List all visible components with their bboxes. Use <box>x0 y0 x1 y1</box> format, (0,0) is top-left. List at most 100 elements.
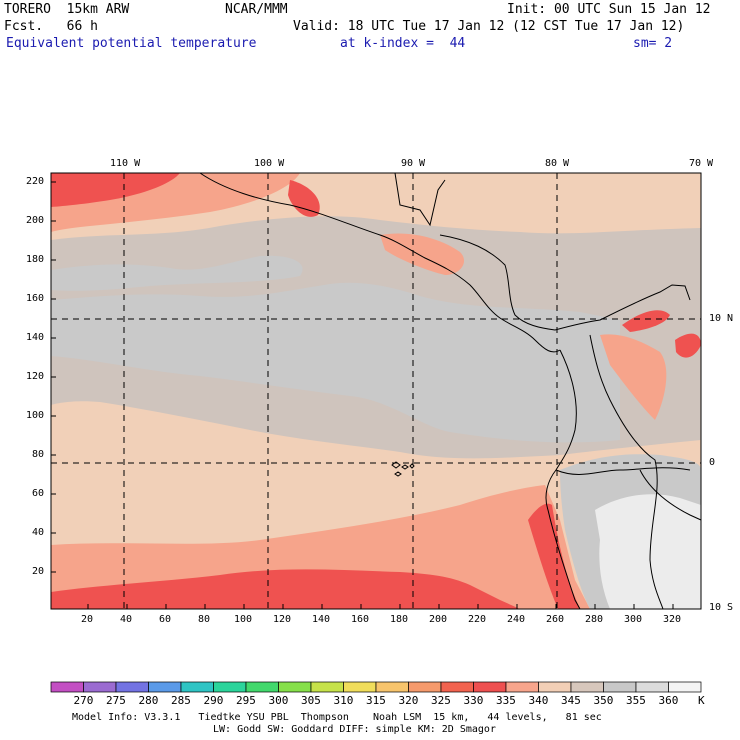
border-brazil <box>639 469 702 521</box>
y-tick-label: 80 <box>32 449 45 460</box>
map-frame <box>50 172 702 610</box>
colorbar-swatch <box>408 681 442 693</box>
colorbar-tick-label: 320 <box>398 694 419 707</box>
lon-label-100w: 100 W <box>254 158 285 169</box>
x-tick-label: 300 <box>624 614 643 625</box>
contour-band-330-south <box>51 569 520 609</box>
model-title: TORERO 15km ARW <box>4 2 130 17</box>
colorbar-tick-label: 275 <box>106 694 126 707</box>
x-tick-label: 260 <box>546 614 565 625</box>
forecast-hour: Fcst. 66 h <box>4 19 98 34</box>
lat-label-0: 0 <box>709 457 716 468</box>
contour-band-330-colombia <box>622 310 670 332</box>
colorbar-swatch <box>343 681 377 693</box>
x-tick-label: 60 <box>159 614 172 625</box>
coastline-caribbean <box>439 234 691 331</box>
lon-label-70w: 70 W <box>689 158 714 169</box>
field-name: Equivalent potential temperature <box>6 36 257 51</box>
lon-label-80w: 80 W <box>545 158 570 169</box>
colorbar-tick-label: 330 <box>463 694 484 707</box>
colorbar-tick-label: 345 <box>561 694 581 707</box>
coastline-gulf <box>394 172 446 227</box>
y-tick-label: 120 <box>26 371 45 382</box>
colorbar-swatch <box>83 681 117 693</box>
y-tick-label: 200 <box>26 215 45 226</box>
colorbar-tick-label: 285 <box>171 694 191 707</box>
colorbar-tick-label: 270 <box>73 694 94 707</box>
colorbar-swatch <box>245 681 279 693</box>
colorbar-tick-label: 355 <box>626 694 646 707</box>
lat-label-10s: 10 S <box>709 602 734 613</box>
x-tick-label: 20 <box>81 614 94 625</box>
smoothing-label: sm= 2 <box>633 36 673 51</box>
colorbar-swatch <box>148 681 182 693</box>
x-tick-label: 240 <box>507 614 526 625</box>
theta-e-field <box>51 173 701 609</box>
valid-time: Valid: 18 UTC Tue 17 Jan 12 (12 CST Tue … <box>293 19 685 34</box>
colorbar-swatch <box>668 681 702 693</box>
x-tick-label: 200 <box>429 614 448 625</box>
border-andes <box>589 334 664 610</box>
colorbar-swatch <box>213 681 247 693</box>
x-tick-label: 40 <box>120 614 133 625</box>
border-peru <box>555 467 691 475</box>
x-tick-label: 160 <box>351 614 370 625</box>
colorbar-swatch <box>278 681 312 693</box>
model-info-line2: LW: Godd SW: Goddard DIFF: simple KM: 2D… <box>213 724 496 735</box>
contour-band-330-coast <box>528 503 580 609</box>
colorbar-tick-label: 325 <box>431 694 451 707</box>
x-tick-label: 140 <box>312 614 331 625</box>
colorbar-tick-label: 340 <box>528 694 549 707</box>
x-tick-label: 320 <box>663 614 682 625</box>
colorbar-swatch <box>180 681 214 693</box>
contour-band-340-colombia <box>600 334 667 420</box>
y-tick-label: 220 <box>26 176 45 187</box>
colorbar <box>50 681 702 693</box>
x-tick-label: 280 <box>585 614 604 625</box>
x-tick-label: 100 <box>234 614 253 625</box>
colorbar-tick-label: 335 <box>496 694 516 707</box>
colorbar-swatch <box>538 681 572 693</box>
graticule <box>51 173 701 609</box>
colorbar-unit: K <box>698 694 705 707</box>
contour-band-340-central-america <box>380 233 465 275</box>
contour-band-360-amazon <box>595 494 701 609</box>
y-tick-label: 160 <box>26 293 45 304</box>
x-tick-label: 220 <box>468 614 487 625</box>
model-info-line1: Model Info: V3.3.1 Tiedtke YSU PBL Thomp… <box>72 712 602 723</box>
contour-band-350 <box>51 282 620 443</box>
y-tick-label: 180 <box>26 254 45 265</box>
coastline-south-america <box>545 349 581 610</box>
colorbar-tick-label: 310 <box>333 694 354 707</box>
coastline <box>199 172 702 610</box>
level-index: at k-index = 44 <box>340 36 466 51</box>
x-tick-label: 180 <box>390 614 409 625</box>
colorbar-swatch <box>440 681 474 693</box>
center-title: NCAR/MMM <box>225 2 288 17</box>
colorbar-tick-label: 350 <box>593 694 614 707</box>
colorbar-swatch <box>603 681 637 693</box>
y-tick-label: 20 <box>32 566 45 577</box>
x-tick-label: 120 <box>273 614 292 625</box>
colorbar-tick-label: 290 <box>203 694 224 707</box>
colorbar-tick-label: 305 <box>301 694 321 707</box>
contour-band-340-south <box>51 485 590 609</box>
coastline-mexico <box>199 172 561 353</box>
colorbar-swatch <box>50 681 84 693</box>
y-tick-label: 100 <box>26 410 45 421</box>
colorbar-tick-label: 360 <box>658 694 679 707</box>
contour-band-330-venezuela <box>675 333 701 358</box>
y-tick-label: 40 <box>32 527 45 538</box>
x-tick-label: 80 <box>198 614 211 625</box>
lat-label-10n: 10 N <box>709 313 734 324</box>
colorbar-swatch <box>473 681 507 693</box>
contour-band-350b <box>51 255 303 291</box>
contour-band-330-north <box>51 173 180 207</box>
lon-label-90w: 90 W <box>401 158 426 169</box>
axis-ticks <box>51 181 674 609</box>
colorbar-swatch <box>635 681 669 693</box>
colorbar-tick-label: 295 <box>236 694 256 707</box>
contour-band-330-mexico <box>288 180 320 217</box>
init-time: Init: 00 UTC Sun 15 Jan 12 <box>507 2 711 17</box>
